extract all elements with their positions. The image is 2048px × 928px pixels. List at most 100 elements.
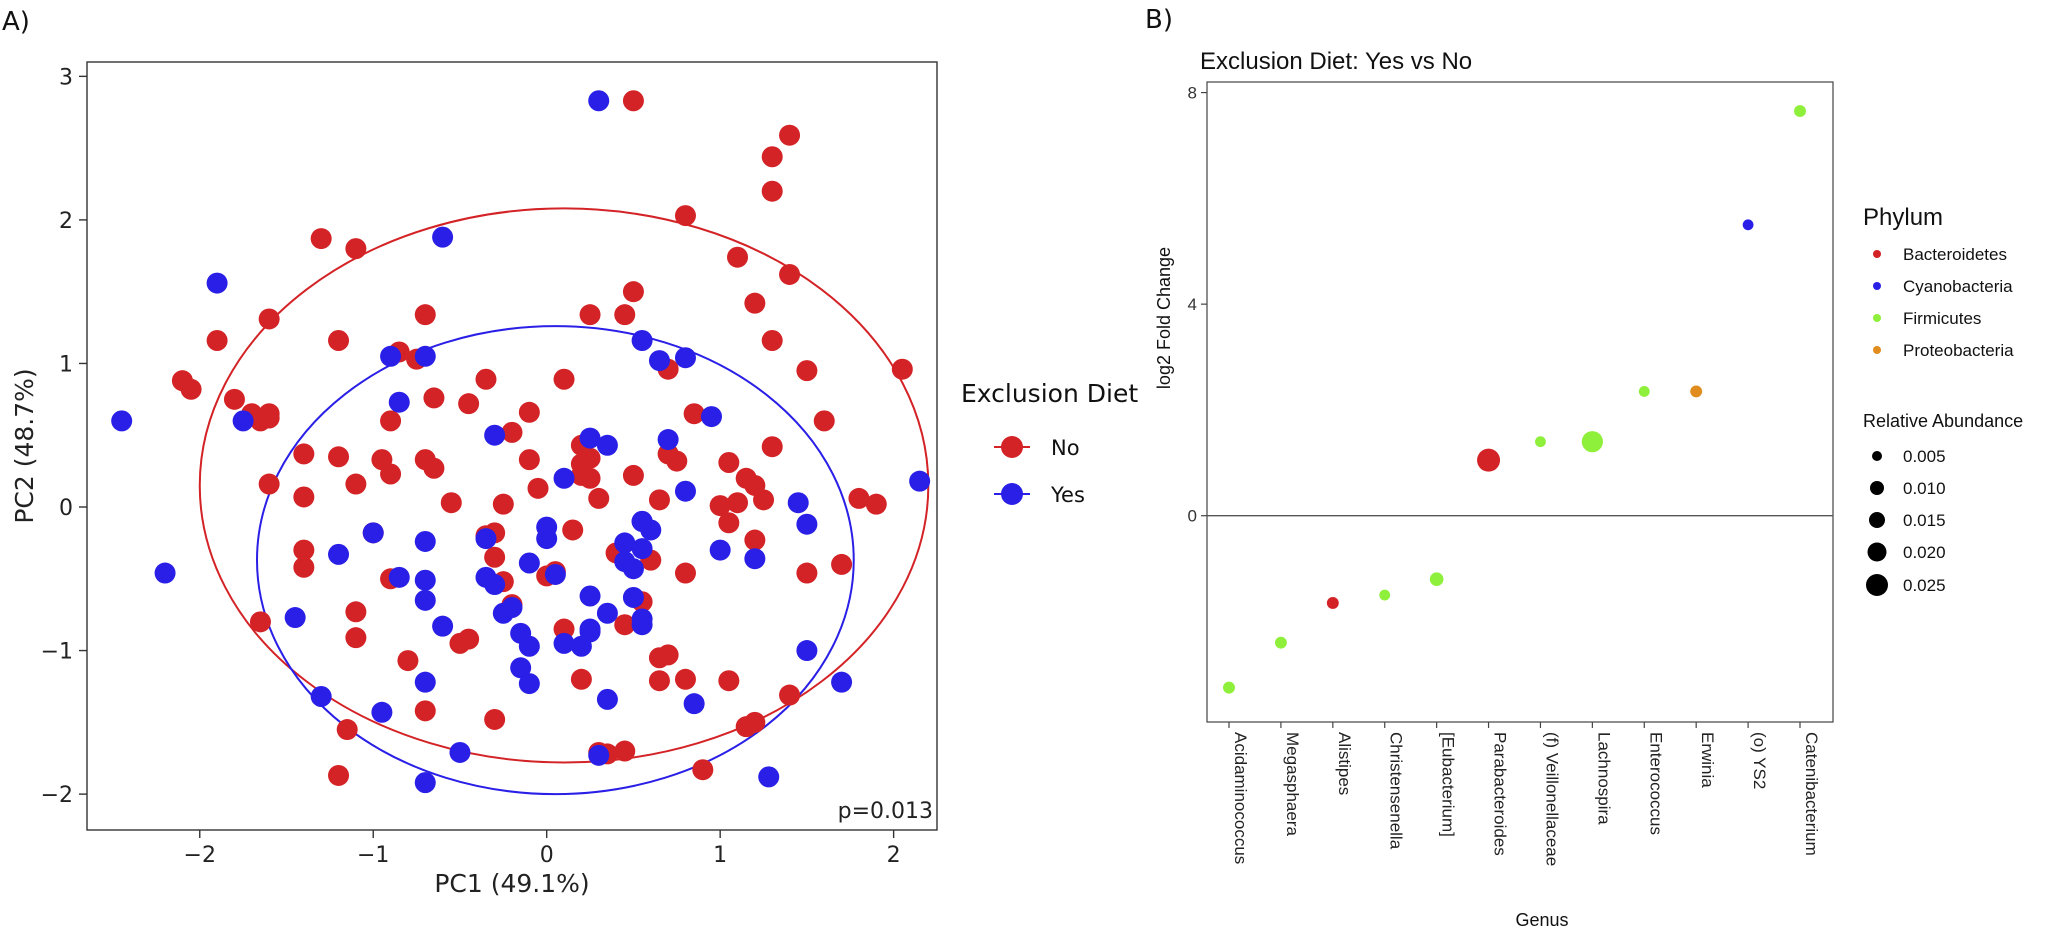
pca-point-yes [536, 528, 558, 550]
pca-point-no [328, 446, 350, 468]
pca-point-no [622, 90, 644, 112]
pca-point-yes [501, 596, 523, 618]
abundance-legend: Relative Abundance 0.005 0.010 0.015 0.0… [1863, 411, 2023, 596]
pca-point-no [588, 487, 610, 509]
pca-point-no [727, 492, 749, 514]
pca-point-no [475, 368, 497, 390]
pca-y-tick-label: −2 [41, 783, 73, 808]
pca-point-no [414, 700, 436, 722]
legend-firmicutes-marker [1873, 314, 1881, 322]
pca-point-yes [553, 632, 575, 654]
pca-point-no [449, 632, 471, 654]
volcano-y-tick-label: 0 [1188, 507, 1197, 526]
pca-point-no [484, 546, 506, 568]
pca-y-tick-label: 0 [59, 496, 73, 521]
pca-point-no [761, 180, 783, 202]
p-value-annotation: p=0.013 [838, 799, 933, 824]
legend-proteobacteria-marker [1873, 346, 1881, 354]
pca-point-no [249, 611, 271, 633]
pca-x-tick-label: −2 [184, 843, 216, 868]
pca-point-no [553, 618, 575, 640]
legend-size-0020-label: 0.020 [1903, 543, 1946, 562]
pca-point-no [779, 684, 801, 706]
pca-point-no [718, 452, 740, 474]
genus-point [1535, 436, 1546, 448]
pca-point-no [753, 489, 775, 511]
pca-x-axis-title: PC1 (49.1%) [434, 869, 589, 898]
pca-x-axis: −2 −1 0 1 2 [184, 830, 901, 868]
pca-point-yes [796, 640, 818, 662]
pca-point-yes [449, 741, 471, 763]
pca-x-tick-label: −1 [357, 843, 389, 868]
pca-point-no [648, 647, 670, 669]
pca-point-no [761, 329, 783, 351]
genus-label: Alistipes [1335, 732, 1354, 795]
pca-point-no [674, 562, 696, 584]
pca-point-no [345, 627, 367, 649]
pca-point-yes [700, 406, 722, 428]
pca-point-yes [674, 480, 696, 502]
genus-point [1690, 385, 1703, 398]
pca-point-no [501, 421, 523, 443]
pca-y-axis-title: PC2 (48.7%) [10, 368, 39, 523]
pca-point-no [423, 387, 445, 409]
pca-point-yes [588, 744, 610, 766]
pca-point-yes [371, 701, 393, 723]
pca-point-yes [674, 347, 696, 369]
pca-point-no [345, 238, 367, 260]
panel-a: A) −2 −1 0 1 2 −2 −1 0 1 2 3 PC1 (49.1%) PC2 (48.… [2, 7, 1138, 898]
pca-point-yes [631, 329, 653, 351]
pca-point-yes [414, 772, 436, 794]
genus-label: Erwinia [1698, 732, 1717, 788]
pca-point-yes [631, 538, 653, 560]
pca-point-yes [596, 602, 618, 624]
legend-size-0015-label: 0.015 [1903, 511, 1946, 530]
pca-x-tick-label: 2 [887, 843, 901, 868]
pca-point-yes [414, 530, 436, 552]
pca-point-no [683, 403, 705, 425]
pca-point-no [831, 553, 853, 575]
pca-point-yes [414, 589, 436, 611]
pca-point-yes [310, 685, 332, 707]
legend-size-0020-marker [1867, 542, 1887, 562]
pca-point-yes [232, 410, 254, 432]
genus-point [1638, 386, 1650, 397]
legend-size-0010-marker [1870, 481, 1884, 495]
genus-point [1429, 572, 1444, 586]
pca-point-no [779, 263, 801, 285]
legend-yes-marker [1001, 483, 1023, 505]
pca-point-yes [787, 492, 809, 514]
pca-point-yes [414, 569, 436, 591]
pca-point-no [579, 304, 601, 326]
pca-point-yes [518, 552, 540, 574]
pca-point-no [458, 393, 480, 415]
pca-point-yes [484, 424, 506, 446]
genus-label: Enterococcus [1646, 732, 1665, 835]
pca-point-no [492, 493, 514, 515]
genus-label: Parabacteroides [1491, 732, 1510, 856]
pca-point-yes [206, 272, 228, 294]
legend-size-0005-label: 0.005 [1903, 447, 1946, 466]
genus-point [1742, 219, 1754, 231]
genus-point [1379, 589, 1391, 601]
pca-point-no [518, 401, 540, 423]
pca-point-yes [709, 539, 731, 561]
pca-point-yes [657, 429, 679, 451]
pca-point-yes [648, 350, 670, 372]
pca-point-no [744, 292, 766, 314]
pca-point-no [293, 486, 315, 508]
pca-point-no [258, 308, 280, 330]
pca-point-no [423, 457, 445, 479]
pca-point-no [440, 492, 462, 514]
legend-yes-label: Yes [1050, 483, 1085, 507]
abundance-legend-title: Relative Abundance [1863, 411, 2023, 431]
pca-point-yes [553, 467, 575, 489]
genus-label: Acidaminococcus [1231, 732, 1250, 864]
pca-point-yes [380, 345, 402, 367]
genus-label: (o) YS2 [1750, 732, 1769, 789]
pca-point-no [562, 519, 584, 541]
pca-point-yes [579, 427, 601, 449]
legend-firmicutes-label: Firmicutes [1903, 309, 1981, 328]
pca-points [111, 90, 931, 794]
pca-point-yes [631, 608, 653, 630]
